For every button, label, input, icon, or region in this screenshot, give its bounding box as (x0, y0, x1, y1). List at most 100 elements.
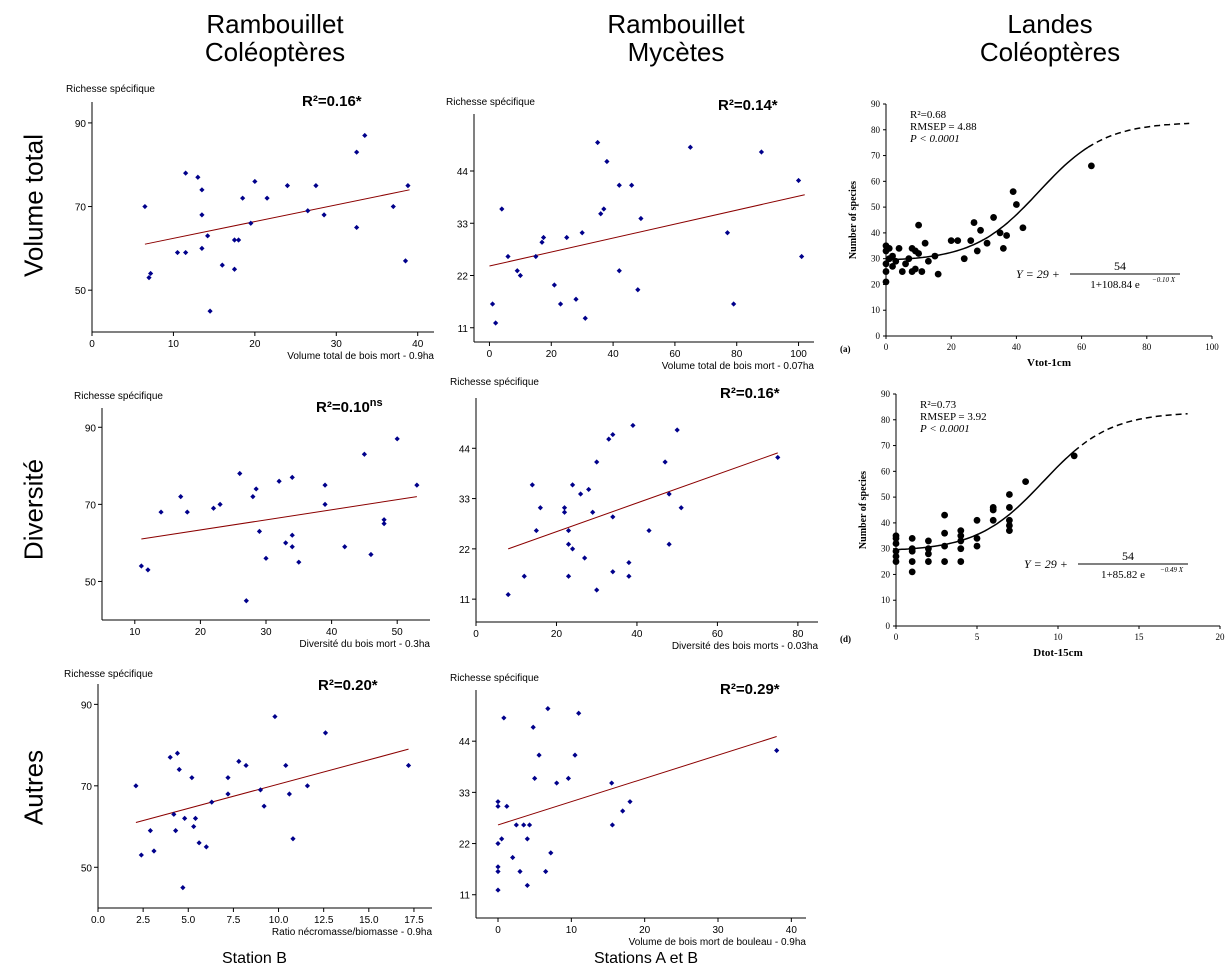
data-point (322, 501, 328, 507)
data-point (554, 780, 560, 786)
x-tick-label: 0 (89, 339, 95, 350)
data-point (362, 132, 368, 139)
x-tick-label: 30 (331, 339, 343, 350)
data-point (264, 195, 270, 201)
x-axis-label: Volume total de bois mort - 0.07ha (662, 361, 815, 372)
data-point (171, 811, 177, 817)
y-tick-label: 33 (459, 495, 471, 506)
data-point (564, 234, 570, 241)
data-point (882, 278, 890, 286)
x-tick-label: 0 (473, 629, 479, 640)
data-point (184, 509, 190, 515)
data-point (954, 237, 962, 245)
data-point (646, 527, 652, 534)
x-tick-label: 20 (639, 925, 651, 936)
x-axis-label: Ratio nécromasse/biomasse - 0.9ha (272, 927, 433, 938)
y-axis-label: Richesse spécifique (66, 84, 155, 95)
y-axis-label: Number of species (858, 471, 869, 549)
data-point (243, 762, 249, 769)
x-tick-label: 20 (546, 349, 558, 360)
data-point (572, 752, 578, 758)
data-point (610, 569, 616, 575)
data-point (289, 532, 295, 538)
x-tick-label: 100 (1205, 342, 1219, 352)
data-point (990, 214, 997, 221)
data-point (533, 527, 539, 534)
scatter-panel-rc-volume: Richesse spécifique R²=0.16* 50 70 90 0 10 20 30… (66, 84, 434, 362)
data-point (924, 257, 932, 265)
x-tick-label: 40 (412, 339, 424, 350)
data-point (231, 266, 238, 272)
footer-stations-a-et-b: Stations A et B (594, 950, 699, 967)
data-point (191, 823, 197, 830)
fit-statistic: R²=0.73 (920, 399, 957, 411)
y-tick-label: 20 (881, 569, 891, 579)
row-title-autres: Autres (18, 749, 49, 826)
equation-lhs: Y = 29 + (1016, 267, 1060, 281)
data-point (225, 791, 231, 797)
data-point (489, 301, 496, 307)
data-point (146, 275, 152, 281)
x-axis-label: Vtot-1cm (1027, 357, 1071, 369)
equation-denominator: 1+85.82 e (1101, 569, 1145, 581)
data-point (590, 509, 596, 515)
data-point (1003, 232, 1011, 239)
y-tick-label: 10 (871, 305, 881, 315)
data-point (687, 144, 693, 150)
data-point (582, 555, 588, 561)
y-tick-label: 50 (881, 492, 891, 502)
x-tick-label: 30 (712, 925, 724, 936)
data-point (626, 559, 632, 566)
y-tick-label: 11 (460, 891, 471, 902)
data-point (504, 803, 510, 809)
x-tick-label: 5.0 (181, 915, 195, 926)
data-point (561, 505, 568, 511)
x-tick-label: 10 (168, 339, 180, 350)
data-point (537, 505, 543, 511)
data-point (283, 540, 289, 546)
data-point (305, 208, 311, 214)
data-point (885, 244, 893, 252)
regression-line (508, 452, 778, 550)
r-squared-annotation: R²=0.10ns (316, 397, 383, 416)
data-point (616, 268, 622, 274)
x-axis-label: Diversité du bois mort - 0.3ha (299, 639, 430, 650)
data-point (892, 532, 900, 540)
column-title-line1: Rambouillet (607, 9, 745, 39)
y-tick-label: 11 (460, 595, 471, 606)
data-point (167, 754, 173, 760)
data-point (296, 559, 302, 565)
data-point (610, 514, 616, 520)
data-point (205, 233, 211, 239)
y-tick-label: 40 (881, 518, 891, 528)
y-tick-label: 90 (75, 119, 87, 130)
x-axis-label: Dtot-15cm (1033, 647, 1082, 659)
regression-line (141, 496, 417, 540)
y-tick-label: 90 (871, 99, 881, 109)
x-tick-label: 15 (1135, 632, 1145, 642)
y-tick-label: 70 (881, 441, 891, 451)
data-point (957, 527, 965, 535)
data-point (284, 183, 291, 189)
scatter-panel-rc-diversite: Richesse spécifique R²=0.10ns 50 70 90 10 20 30… (74, 391, 430, 650)
x-tick-label: 40 (1012, 342, 1022, 352)
column-title-line1: Landes (1007, 9, 1093, 39)
data-point (551, 282, 557, 288)
data-point (189, 775, 195, 781)
data-point (495, 803, 501, 809)
x-tick-label: 40 (326, 627, 338, 638)
regression-line (144, 189, 410, 245)
data-point (151, 848, 157, 854)
data-point (970, 219, 978, 226)
data-point (565, 527, 572, 534)
x-tick-label: 20 (1216, 632, 1226, 642)
y-tick-label: 33 (459, 788, 471, 799)
scatter-panel-rm-volume: Richesse spécifique R²=0.14* 11 22 33 44 0 20 40… (446, 97, 815, 372)
data-point (495, 840, 501, 847)
data-point (1022, 478, 1029, 486)
data-point (941, 542, 948, 550)
y-axis-label: Richesse spécifique (74, 391, 163, 402)
data-point (142, 203, 148, 210)
y-tick-label: 33 (457, 219, 469, 230)
y-tick-label: 90 (881, 389, 891, 399)
